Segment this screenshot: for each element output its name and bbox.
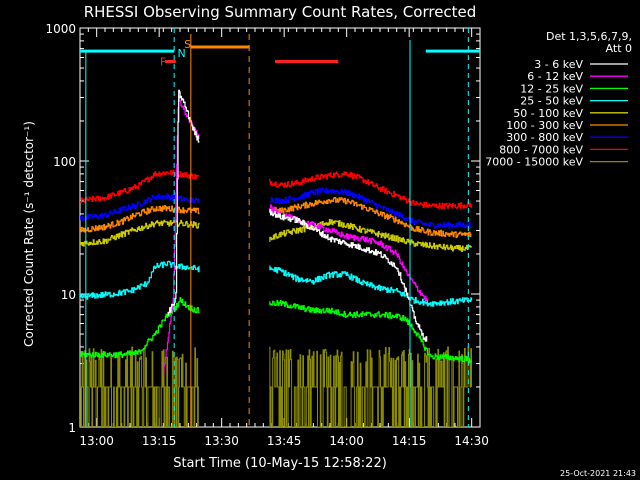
plot-layer: 1 10 100 1000 13:00 13:15 13:30 13:45 14:00 14:15…: [45, 22, 489, 448]
series-line: [80, 218, 473, 252]
series-line: [167, 89, 428, 342]
legend-label: 800 - 7000 keV: [499, 143, 583, 156]
y-tick-label: 1: [68, 421, 76, 435]
series-line: [80, 169, 473, 210]
series-line: [80, 260, 473, 307]
x-tick-label: 13:45: [267, 434, 302, 448]
series-line: [80, 187, 473, 229]
x-tick-label: 13:15: [142, 434, 177, 448]
series-line: [80, 197, 472, 239]
x-tick-label: 14:00: [329, 434, 364, 448]
legend-label: 3 - 6 keV: [534, 58, 583, 71]
y-tick-label: 10: [61, 288, 76, 302]
legend-header-line1: Det 1,3,5,6,7,9,: [546, 30, 632, 43]
legend-header-line2: Att 0: [606, 42, 632, 55]
flare-flag-label: F: [160, 55, 166, 68]
x-axis-title: Start Time (10-May-15 12:58:22): [173, 456, 387, 471]
x-tick-label: 13:30: [204, 434, 239, 448]
night-flag-label: N: [178, 47, 186, 60]
x-tick-label: 14:30: [454, 434, 489, 448]
legend-label: 300 - 800 keV: [506, 131, 583, 144]
chart-title: RHESSI Observing Summary Count Rates, Co…: [84, 3, 477, 21]
legend-label: 100 - 300 keV: [506, 119, 583, 132]
data-layer: [80, 28, 480, 427]
y-tick-label: 100: [53, 155, 76, 169]
x-tick-label: 13:00: [79, 434, 114, 448]
y-axis-title: Corrected Count Rate (s⁻¹ detector⁻¹): [22, 121, 36, 347]
legend-label: 12 - 25 keV: [520, 82, 583, 95]
series-line: [80, 346, 472, 427]
series-line: [80, 297, 473, 363]
y-tick-label: 1000: [45, 22, 76, 36]
render-timestamp: 25-Oct-2021 21:43: [560, 469, 636, 478]
legend-label: 7000 - 15000 keV: [485, 156, 583, 169]
legend-label: 25 - 50 keV: [520, 95, 583, 108]
legend-label: 50 - 100 keV: [513, 107, 583, 120]
x-tick-label: 14:15: [392, 434, 427, 448]
saa-flag-label: S: [184, 38, 191, 51]
legend-label: 6 - 12 keV: [527, 70, 583, 83]
